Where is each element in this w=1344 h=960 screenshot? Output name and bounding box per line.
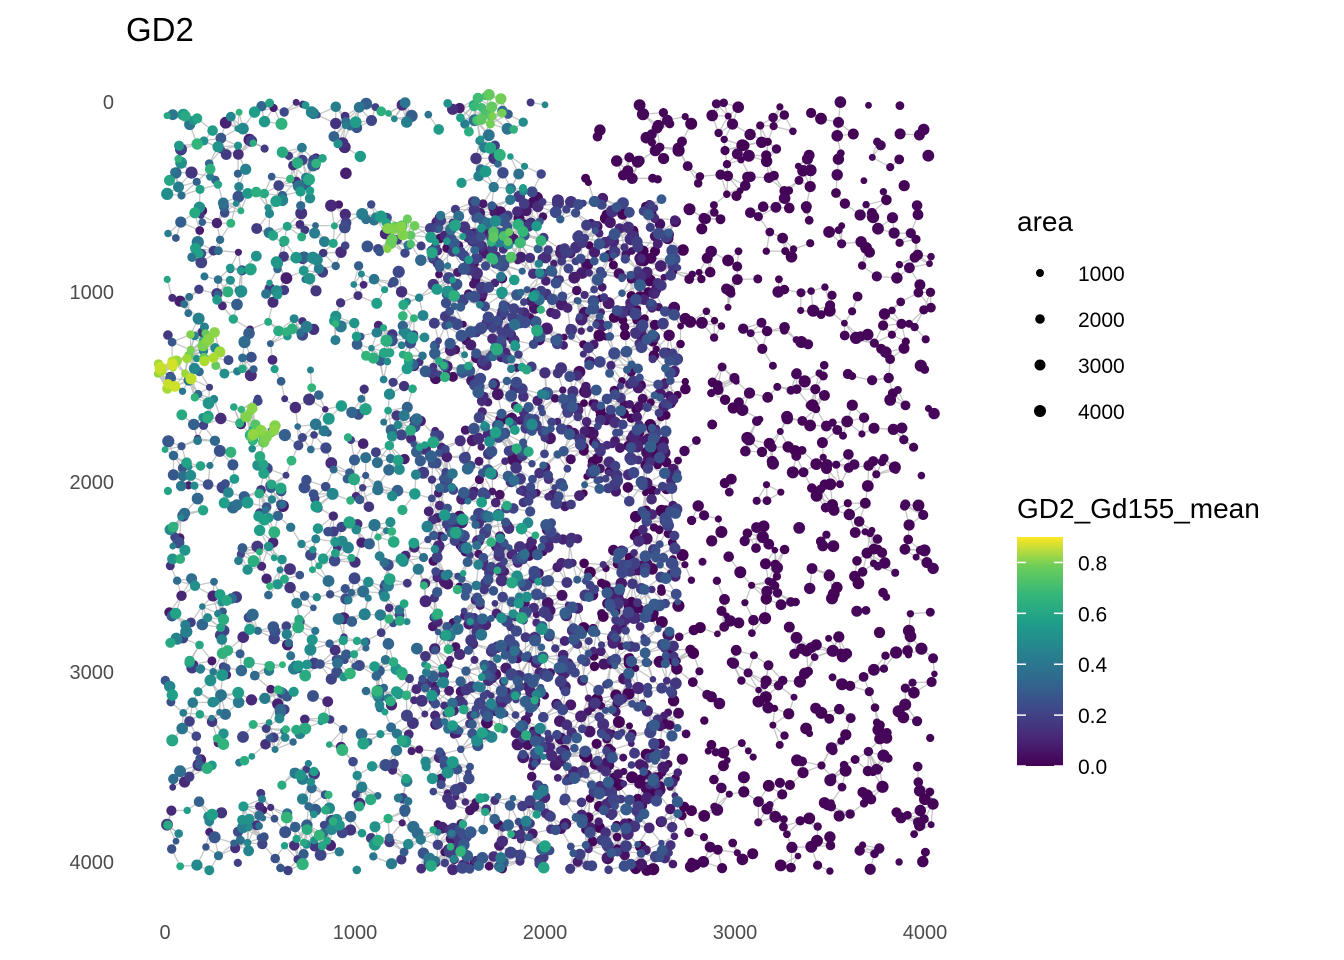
plot-area (153, 89, 940, 876)
chart-title: GD2 (126, 11, 194, 48)
